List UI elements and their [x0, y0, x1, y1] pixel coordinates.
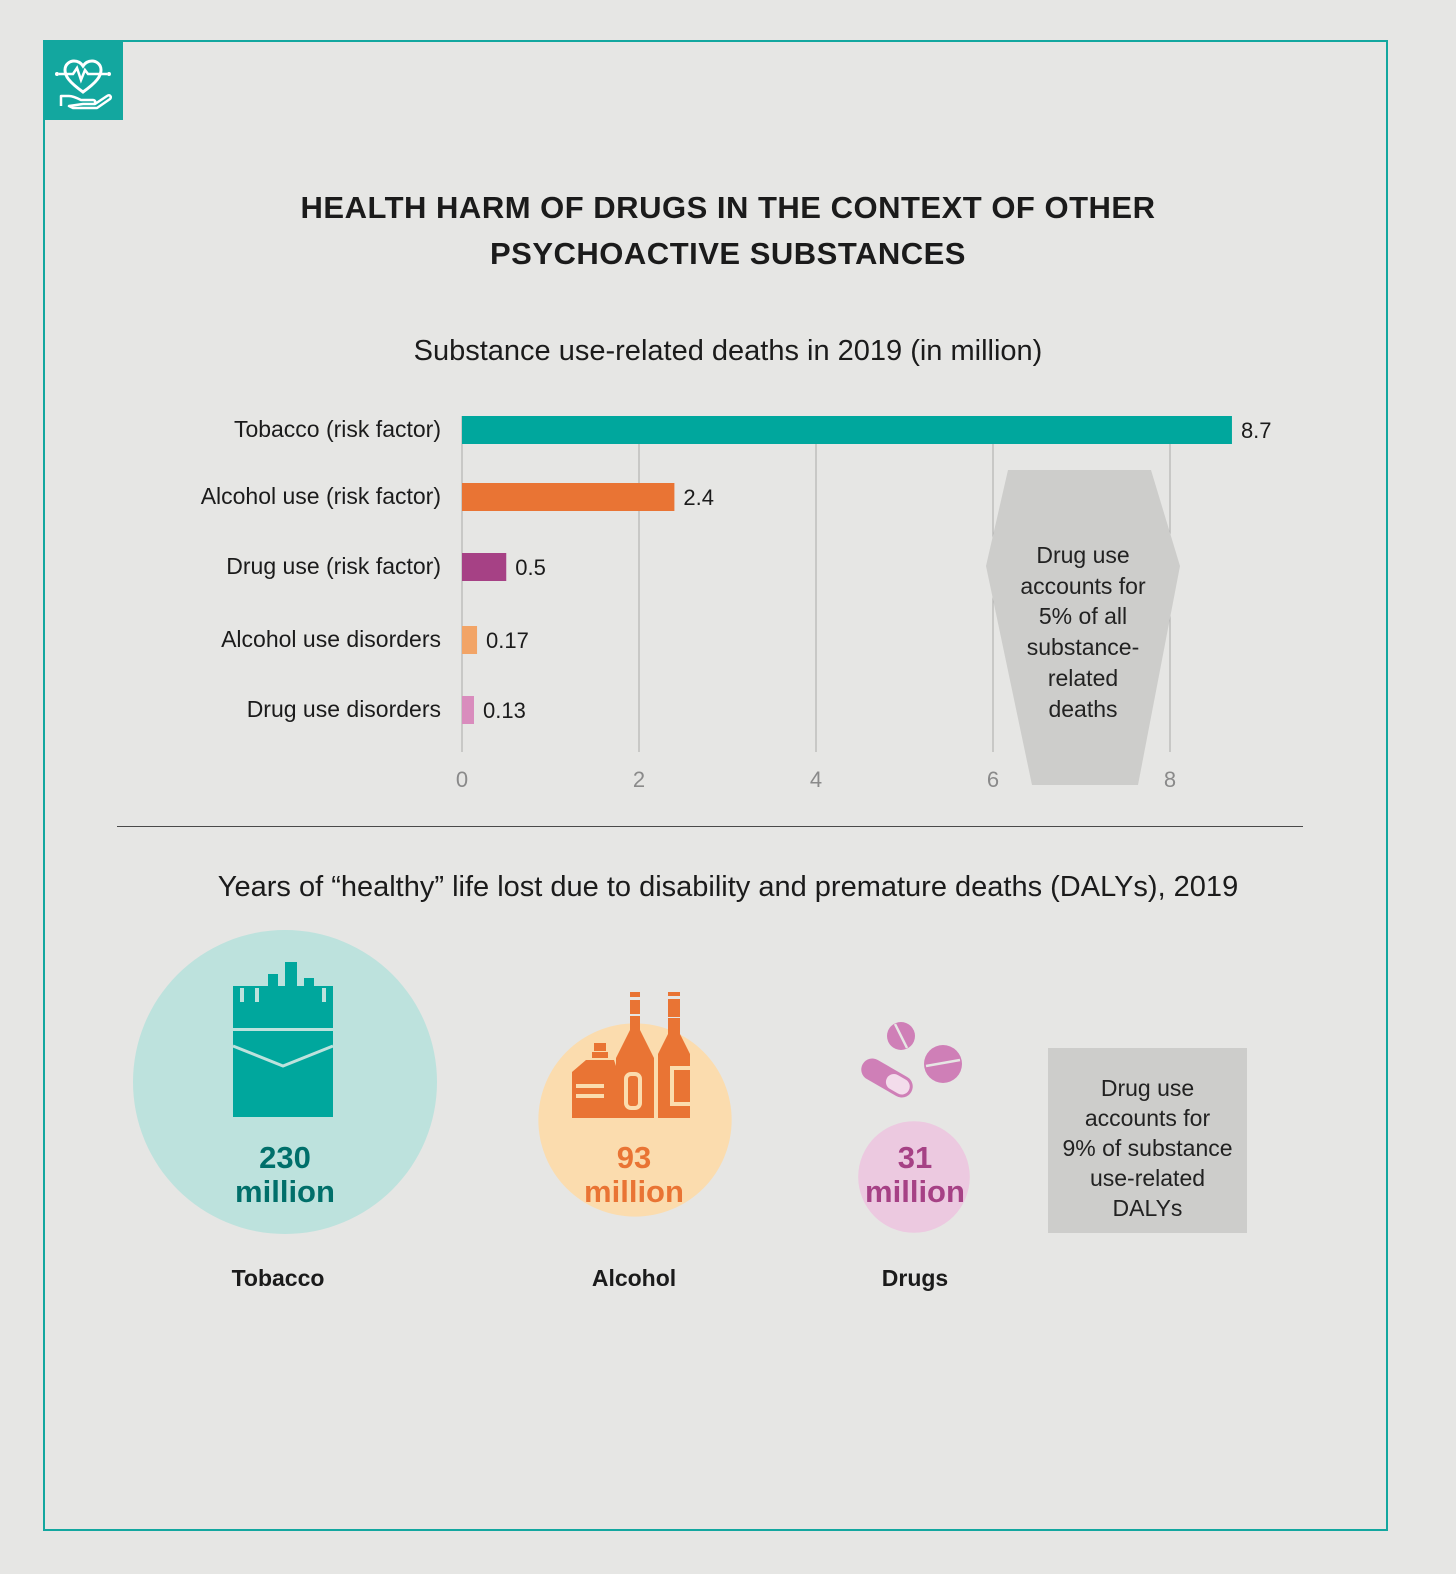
category-label-tobacco: Tobacco [231, 1265, 325, 1291]
x-tick-2: 2 [632, 767, 646, 792]
tobacco-daly-unit: million [235, 1174, 335, 1209]
tobacco-daly-number: 230 [259, 1140, 311, 1175]
x-tick-4: 4 [809, 767, 823, 792]
page-title-line-1: HEALTH HARM OF DRUGS IN THE CONTEXT OF O… [300, 190, 1156, 225]
bar-alcohol-disorders [462, 626, 478, 654]
category-label-drugs: Drugs [881, 1265, 949, 1291]
dalys-callout-line: Drug use [1100, 1075, 1195, 1101]
bar-drug-disorders [462, 696, 474, 724]
bar-alcohol-use [462, 483, 675, 511]
section-divider [117, 826, 1303, 827]
deaths-callout-line: substance- [1026, 634, 1140, 661]
dalys-callout-line: DALYs [1112, 1195, 1183, 1221]
value-label-drug-disorders: 0.13 [483, 698, 526, 723]
deaths-callout-line: deaths [1048, 695, 1118, 722]
dalys-chart-title: Years of “healthy” life lost due to disa… [217, 871, 1239, 903]
dalys-callout-line: 9% of substance [1062, 1135, 1233, 1161]
deaths-callout-line: accounts for [1020, 572, 1146, 599]
dalys-callout-text: Drug use accounts for 9% of substance us… [1048, 1073, 1247, 1223]
bar-label-drug-use: Drug use (risk factor) [226, 553, 441, 579]
dalys-callout-line: accounts for [1084, 1105, 1211, 1131]
dalys-callout-line: use-related [1089, 1165, 1206, 1191]
bar-tobacco [462, 416, 1232, 444]
value-label-alcohol-disorders: 0.17 [486, 628, 529, 653]
drugs-daly-number: 31 [897, 1140, 933, 1175]
value-label-drug-use: 0.5 [515, 555, 546, 580]
bottles-icon [572, 992, 692, 1118]
alcohol-daly-value: 93 million [534, 1141, 734, 1209]
drugs-daly-unit: million [865, 1174, 965, 1209]
x-tick-0: 0 [455, 767, 469, 792]
alcohol-daly-number: 93 [616, 1140, 652, 1175]
page-title: HEALTH HARM OF DRUGS IN THE CONTEXT OF O… [0, 185, 1456, 277]
tobacco-daly-value: 230 million [185, 1141, 385, 1209]
deaths-callout-line: 5% of all [1038, 603, 1128, 630]
value-label-tobacco: 8.7 [1241, 418, 1272, 443]
health-badge [43, 40, 123, 120]
bar-label-tobacco: Tobacco (risk factor) [233, 416, 441, 442]
deaths-callout-line: related [1047, 664, 1119, 691]
alcohol-daly-unit: million [584, 1174, 684, 1209]
deaths-callout-text: Drug use accounts for 5% of all substanc… [990, 540, 1176, 724]
page-title-line-2: PSYCHOACTIVE SUBSTANCES [490, 236, 966, 271]
pills-icon [861, 1022, 962, 1098]
bar-label-alcohol-disorders: Alcohol use disorders [221, 626, 441, 652]
infographic-frame [43, 40, 1388, 1531]
dalys-callout-box [1048, 1048, 1247, 1233]
value-label-alcohol-use: 2.4 [683, 485, 714, 510]
deaths-bar-chart: 8.7 2.4 0.5 0.17 0.13 [461, 416, 1272, 752]
x-tick-8: 8 [1163, 767, 1177, 792]
cigarette-pack-icon [232, 962, 334, 1117]
drugs-daly-value: 31 million [815, 1141, 1015, 1209]
x-tick-6: 6 [986, 767, 1000, 792]
bubble-drugs [858, 1121, 970, 1233]
category-label-alcohol: Alcohol [591, 1265, 677, 1291]
deaths-callout-line: Drug use [1036, 542, 1130, 568]
bar-label-drug-disorders: Drug use disorders [246, 696, 441, 722]
heart-in-hand-icon [55, 59, 113, 110]
deaths-callout-shape [986, 470, 1180, 785]
bar-drug-use [462, 553, 507, 581]
bar-label-alcohol-use: Alcohol use (risk factor) [200, 483, 441, 509]
deaths-chart-title: Substance use-related deaths in 2019 (in… [413, 335, 1043, 367]
